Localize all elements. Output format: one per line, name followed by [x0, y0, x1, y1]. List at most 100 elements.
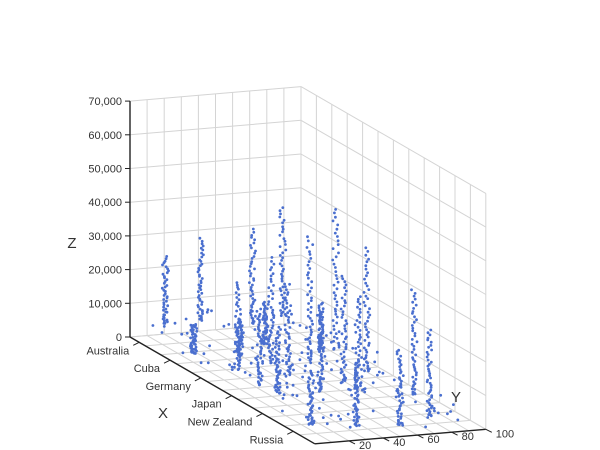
- data-point: [367, 341, 371, 345]
- data-point: [365, 333, 369, 337]
- data-point: [253, 238, 256, 242]
- data-point: [283, 291, 286, 295]
- data-point: [281, 251, 285, 255]
- data-point: [288, 309, 292, 313]
- data-point: [356, 325, 360, 329]
- data-point: [424, 425, 427, 429]
- data-point: [399, 385, 403, 389]
- data-point: [339, 307, 343, 311]
- data-point: [250, 234, 254, 237]
- data-point: [259, 345, 263, 349]
- data-point: [309, 361, 313, 365]
- data-point: [341, 378, 345, 382]
- data-point: [252, 277, 256, 281]
- data-point: [193, 337, 197, 341]
- data-point: [413, 388, 417, 391]
- data-point: [335, 303, 339, 307]
- data-point: [237, 367, 241, 371]
- data-point: [337, 330, 341, 334]
- data-point: [173, 321, 177, 325]
- data-point: [309, 357, 313, 361]
- data-point: [321, 307, 325, 311]
- data-point: [250, 246, 253, 250]
- data-point: [310, 296, 313, 300]
- data-point: [238, 355, 242, 359]
- data-point: [364, 354, 368, 357]
- data-point: [410, 342, 414, 346]
- data-point: [310, 399, 313, 403]
- data-point: [318, 362, 321, 365]
- data-point: [377, 370, 381, 374]
- data-point: [277, 347, 281, 351]
- data-point: [270, 256, 274, 259]
- data-point: [288, 343, 291, 347]
- data-point: [278, 209, 282, 213]
- data-point: [427, 407, 431, 411]
- data-point: [265, 336, 268, 339]
- data-point: [252, 241, 256, 245]
- data-point: [392, 378, 396, 382]
- data-point: [279, 369, 282, 372]
- data-point: [355, 417, 359, 421]
- data-point: [199, 279, 203, 283]
- data-point: [295, 394, 299, 398]
- data-point: [365, 328, 368, 332]
- data-point: [272, 316, 276, 319]
- data-point: [249, 308, 253, 312]
- data-point: [357, 415, 361, 419]
- data-point: [271, 341, 275, 345]
- data-point: [426, 358, 430, 362]
- data-point: [396, 391, 400, 395]
- data-point: [340, 357, 344, 360]
- data-point: [200, 291, 204, 295]
- data-point: [250, 257, 254, 260]
- data-point: [230, 368, 234, 371]
- data-point: [237, 298, 241, 301]
- data-point: [308, 325, 312, 329]
- data-point: [336, 235, 339, 238]
- data-point: [412, 363, 416, 367]
- data-point: [243, 371, 247, 374]
- data-point: [200, 242, 204, 246]
- data-point: [306, 235, 309, 239]
- data-point: [238, 338, 242, 342]
- data-point: [291, 393, 295, 397]
- data-point: [278, 341, 281, 345]
- data-point: [272, 284, 275, 287]
- data-point: [279, 289, 283, 293]
- data-point: [289, 304, 293, 307]
- data-point: [362, 346, 366, 350]
- data-point: [312, 419, 316, 423]
- x-tick-label: Russia: [250, 434, 285, 446]
- data-point: [332, 346, 336, 350]
- data-point: [270, 266, 273, 269]
- data-point: [257, 315, 261, 318]
- data-point: [200, 319, 204, 322]
- data-point: [251, 297, 255, 300]
- data-point: [162, 308, 165, 312]
- data-point: [411, 356, 414, 359]
- data-point: [399, 363, 403, 367]
- grid-line-x: [160, 339, 332, 356]
- data-point: [343, 327, 347, 330]
- data-point: [335, 321, 339, 325]
- data-point: [206, 361, 210, 365]
- data-point: [427, 369, 431, 373]
- data-point: [269, 268, 272, 272]
- z-tick-label: 60,000: [88, 130, 122, 142]
- data-point: [202, 253, 205, 257]
- data-point: [429, 413, 433, 417]
- data-point: [333, 307, 337, 311]
- data-point: [332, 283, 336, 287]
- data-point: [344, 345, 348, 349]
- data-point: [355, 319, 359, 322]
- data-point: [330, 340, 333, 344]
- data-point: [283, 282, 286, 286]
- x-axis-title: X: [158, 405, 168, 422]
- data-point: [163, 275, 166, 278]
- data-point: [367, 316, 370, 319]
- data-point: [356, 305, 359, 309]
- data-point: [343, 299, 347, 303]
- data-point: [280, 259, 283, 262]
- data-point: [274, 368, 278, 371]
